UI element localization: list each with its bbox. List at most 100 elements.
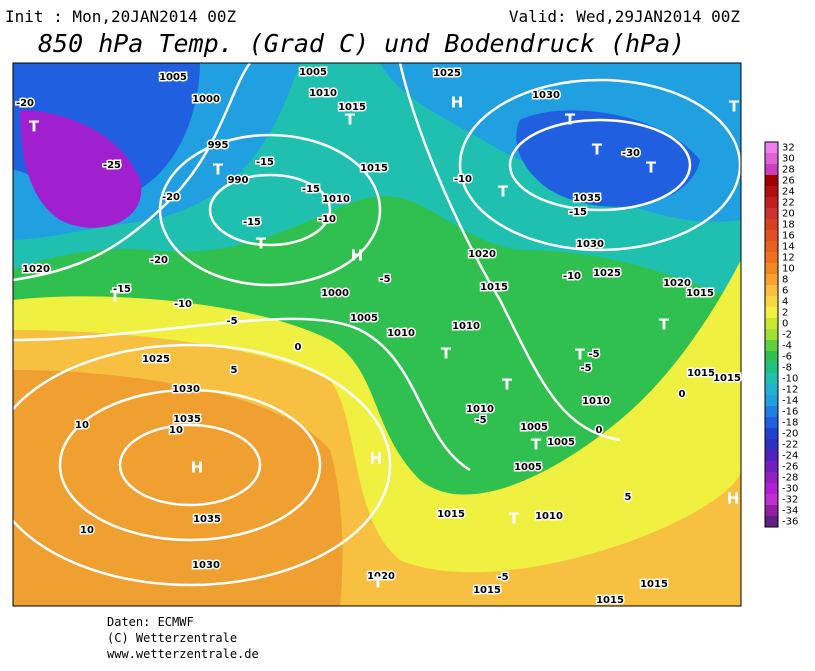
colorbar-label: 12 xyxy=(782,253,795,264)
contour-label: 1010 xyxy=(466,404,494,415)
pressure-center: T xyxy=(29,118,40,136)
colorbar-swatch xyxy=(765,329,778,340)
colorbar-label: 30 xyxy=(782,154,795,165)
contour-label: -10 xyxy=(454,174,472,185)
colorbar-label: -10 xyxy=(782,374,798,385)
contour-label: 0 xyxy=(295,342,302,353)
coldest-zone xyxy=(20,110,142,228)
pressure-center: T xyxy=(256,235,267,253)
contour-label: -5 xyxy=(588,349,599,360)
colorbar-label: -14 xyxy=(782,396,798,407)
colorbar-label: 8 xyxy=(782,275,788,286)
colorbar-swatch xyxy=(765,417,778,428)
colorbar-label: -6 xyxy=(782,352,792,363)
colorbar-swatch xyxy=(765,406,778,417)
colorbar-swatch xyxy=(765,285,778,296)
pressure-center: T xyxy=(345,111,356,129)
colorbar-swatch xyxy=(765,208,778,219)
pressure-center: T xyxy=(531,436,542,454)
pressure-center: H xyxy=(451,94,464,112)
colorbar-swatch xyxy=(765,153,778,164)
colorbar-swatch xyxy=(765,164,778,175)
contour-label: 1015 xyxy=(687,368,715,379)
colorbar-label: -28 xyxy=(782,473,798,484)
contour-label: 1005 xyxy=(350,313,378,324)
contour-label: 1015 xyxy=(437,509,465,520)
colorbar-label: -36 xyxy=(782,517,798,528)
colorbar-swatch xyxy=(765,307,778,318)
colorbar-label: -18 xyxy=(782,418,798,429)
contour-label: 995 xyxy=(208,140,229,151)
contour-label: -20 xyxy=(16,98,34,109)
footer-copyright: (C) Wetterzentrale xyxy=(107,631,237,645)
colorbar-swatch xyxy=(765,439,778,450)
colorbar-swatch xyxy=(765,252,778,263)
contour-label: 990 xyxy=(228,175,249,186)
contour-label: 5 xyxy=(625,492,632,503)
pressure-center: T xyxy=(373,574,384,592)
contour-label: 1035 xyxy=(193,514,221,525)
contour-label: 1010 xyxy=(309,88,337,99)
colorbar-swatch xyxy=(765,505,778,516)
colorbar-swatch xyxy=(765,384,778,395)
pressure-center: T xyxy=(729,98,740,116)
colorbar-swatch xyxy=(765,340,778,351)
contour-label: 1030 xyxy=(172,384,200,395)
colorbar-label: 32 xyxy=(782,143,795,154)
contour-label: 1035 xyxy=(173,414,201,425)
pressure-center: T xyxy=(498,183,509,201)
contour-label: 1015 xyxy=(596,595,624,606)
colorbar-swatch xyxy=(765,274,778,285)
contour-label: 5 xyxy=(231,365,238,376)
colorbar-label: -20 xyxy=(782,429,798,440)
colorbar-swatch xyxy=(765,516,778,527)
colorbar-swatch xyxy=(765,461,778,472)
contour-label: 1005 xyxy=(159,72,187,83)
contour-label: -10 xyxy=(318,214,336,225)
pressure-center: T xyxy=(509,510,520,528)
contour-label: -15 xyxy=(569,207,587,218)
contour-label: 1015 xyxy=(338,102,366,113)
colorbar-label: -16 xyxy=(782,407,798,418)
pressure-center: T xyxy=(502,376,513,394)
contour-label: 1025 xyxy=(142,354,170,365)
footer-url: www.wetterzentrale.de xyxy=(107,647,259,661)
contour-label: 1015 xyxy=(360,163,388,174)
colorbar-swatch xyxy=(765,263,778,274)
colorbar-swatch xyxy=(765,428,778,439)
colorbar-label: 4 xyxy=(782,297,788,308)
contour-label: 1010 xyxy=(535,511,563,522)
contour-label: 1015 xyxy=(480,282,508,293)
colorbar-swatch xyxy=(765,483,778,494)
contour-label: 10 xyxy=(169,425,183,436)
contour-label: -10 xyxy=(563,271,581,282)
pressure-center: H xyxy=(351,247,364,265)
contour-label: 1010 xyxy=(322,194,350,205)
colorbar-label: 18 xyxy=(782,220,795,231)
contour-label: -5 xyxy=(379,274,390,285)
contour-label: 10 xyxy=(75,420,89,431)
colorbar-swatch xyxy=(765,450,778,461)
contour-label: -20 xyxy=(150,255,168,266)
hot-zone xyxy=(13,370,343,606)
contour-label: 1005 xyxy=(520,422,548,433)
contour-label: 1030 xyxy=(532,90,560,101)
colorbar-swatch xyxy=(765,175,778,186)
colorbar-label: 6 xyxy=(782,286,788,297)
colorbar-swatch xyxy=(765,219,778,230)
contour-label: -5 xyxy=(497,572,508,583)
colorbar-label: -4 xyxy=(782,341,792,352)
colorbar-label: 16 xyxy=(782,231,795,242)
contour-label: 1020 xyxy=(663,278,691,289)
contour-label: -15 xyxy=(256,157,274,168)
colorbar-swatch xyxy=(765,395,778,406)
colorbar-swatch xyxy=(765,362,778,373)
contour-label: -30 xyxy=(622,148,640,159)
colorbar-label: -32 xyxy=(782,495,798,506)
pressure-center: T xyxy=(441,345,452,363)
contour-label: -25 xyxy=(103,160,121,171)
contour-label: 1020 xyxy=(367,571,395,582)
colorbar-swatch xyxy=(765,351,778,362)
colorbar-label: 0 xyxy=(782,319,788,330)
contour-label: -5 xyxy=(475,415,486,426)
